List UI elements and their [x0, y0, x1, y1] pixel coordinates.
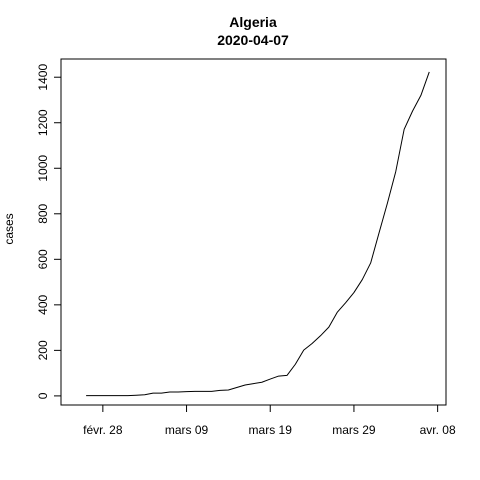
chart-subtitle: 2020-04-07 [217, 32, 289, 48]
y-tick-label: 400 [36, 295, 50, 315]
y-tick-label: 1200 [36, 109, 50, 136]
y-tick-label: 200 [36, 340, 50, 360]
y-tick-label: 1400 [36, 64, 50, 91]
x-tick-label: avr. 08 [420, 423, 456, 437]
y-tick-label: 0 [36, 392, 50, 399]
x-tick-label: févr. 28 [83, 423, 123, 437]
chart-title: Algeria [229, 14, 277, 30]
y-axis: 0 200 400 600 800 1000 1200 1400 [36, 64, 62, 399]
series-line [86, 71, 430, 397]
x-tick-label: mars 19 [249, 423, 293, 437]
x-tick-label: mars 09 [165, 423, 209, 437]
y-axis-label: cases [2, 213, 16, 244]
x-axis: févr. 28 mars 09 mars 19 mars 29 avr. 08 [83, 404, 456, 437]
plot-frame [60, 58, 447, 406]
series-layer [86, 71, 430, 397]
x-tick-label: mars 29 [332, 423, 376, 437]
y-tick-label: 600 [36, 249, 50, 269]
y-tick-label: 1000 [36, 155, 50, 182]
y-tick-label: 800 [36, 203, 50, 223]
